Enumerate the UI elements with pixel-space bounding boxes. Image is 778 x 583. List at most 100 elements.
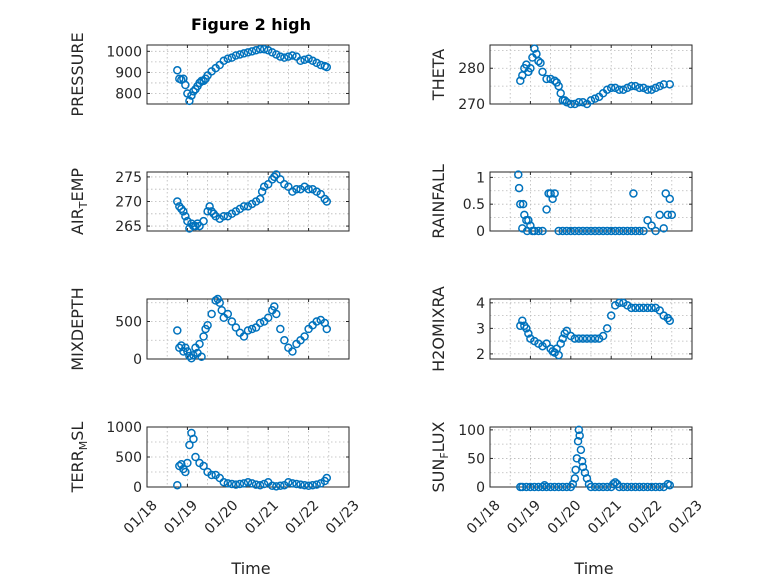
data-point (312, 480, 321, 489)
x-tick-label: 01/21 (585, 497, 625, 537)
data-point (665, 481, 675, 490)
data-point (304, 54, 313, 63)
data-point (594, 482, 604, 492)
data-point (586, 96, 596, 105)
data-point (217, 306, 226, 315)
data-point (255, 318, 265, 328)
data-point (195, 221, 204, 231)
data-point (255, 480, 265, 490)
data-point (530, 226, 539, 236)
data-point (647, 482, 656, 492)
data-point (520, 210, 529, 220)
data-point (590, 226, 600, 236)
data-point (179, 207, 188, 216)
data-point (526, 221, 535, 230)
data-point (647, 221, 656, 230)
data-point (542, 339, 551, 348)
data-point (284, 52, 293, 61)
y-tick-label: 0 (476, 480, 485, 496)
data-point (263, 180, 273, 189)
data-point (205, 202, 214, 211)
data-point (239, 332, 249, 341)
data-point (199, 461, 208, 471)
data-point (615, 298, 624, 308)
data-point (284, 477, 293, 487)
data-point (247, 47, 257, 56)
data-point (518, 316, 527, 325)
y-tick-label: 270 (115, 195, 142, 211)
data-point (619, 85, 628, 94)
data-point (635, 303, 644, 313)
data-point (659, 224, 668, 233)
data-point (655, 482, 664, 492)
data-point (322, 197, 332, 206)
data-point (231, 480, 241, 489)
data-point (578, 334, 588, 343)
y-tick-label: 280 (458, 61, 485, 77)
data-point (643, 85, 652, 94)
x-tick-label: 01/19 (161, 497, 201, 537)
data-point (231, 51, 241, 60)
data-point (284, 182, 293, 191)
data-point (570, 99, 580, 109)
data-point (659, 80, 668, 89)
data-point (272, 170, 281, 179)
data-point (619, 226, 628, 236)
data-point (247, 324, 257, 334)
data-point (558, 482, 567, 492)
data-point (199, 332, 208, 341)
y-tick-label: 1000 (106, 44, 142, 60)
data-point (538, 226, 547, 236)
data-point (189, 87, 198, 96)
data-point (251, 480, 261, 489)
data-point (631, 482, 640, 492)
y-tick-label: 50 (467, 451, 485, 467)
data-point (199, 216, 208, 226)
data-point (524, 216, 533, 225)
data-point (606, 311, 616, 320)
data-point (619, 482, 628, 492)
data-point (534, 226, 543, 236)
x-tick-label: 01/20 (545, 497, 585, 537)
data-point (566, 99, 576, 109)
y-axis-label: AIRTEMP (68, 168, 90, 235)
data-point (518, 199, 528, 209)
data-point (251, 46, 261, 55)
data-point (183, 458, 192, 468)
data-point (263, 313, 273, 322)
data-point (573, 437, 583, 446)
data-point (631, 226, 640, 236)
data-point (606, 83, 616, 93)
y-tick-label: 100 (458, 423, 485, 439)
x-tick-label: 01/22 (626, 497, 666, 537)
data-point (189, 434, 198, 444)
data-point (191, 221, 200, 231)
data-point (590, 482, 600, 492)
y-axis-label: SUNFLUX (429, 421, 451, 492)
data-point (546, 189, 555, 198)
y-axis-label: THETA (429, 49, 448, 101)
data-point (243, 48, 253, 57)
data-point (639, 226, 648, 236)
x-tick-label: 01/18 (121, 497, 161, 537)
data-point (623, 226, 632, 236)
data-point (627, 482, 636, 492)
data-point (197, 352, 206, 361)
data-point (570, 334, 580, 343)
data-point (586, 482, 596, 492)
data-point (243, 326, 253, 335)
data-point (300, 55, 309, 64)
data-point (195, 78, 204, 88)
data-point (550, 189, 559, 198)
data-point (610, 226, 620, 236)
data-point (639, 482, 648, 492)
data-point (578, 97, 588, 107)
data-point (546, 482, 555, 492)
data-point (267, 175, 277, 184)
data-point (183, 347, 192, 356)
data-point (651, 83, 660, 93)
data-point (322, 324, 332, 334)
data-point (554, 482, 563, 492)
x-tick-label: 01/18 (464, 497, 504, 537)
